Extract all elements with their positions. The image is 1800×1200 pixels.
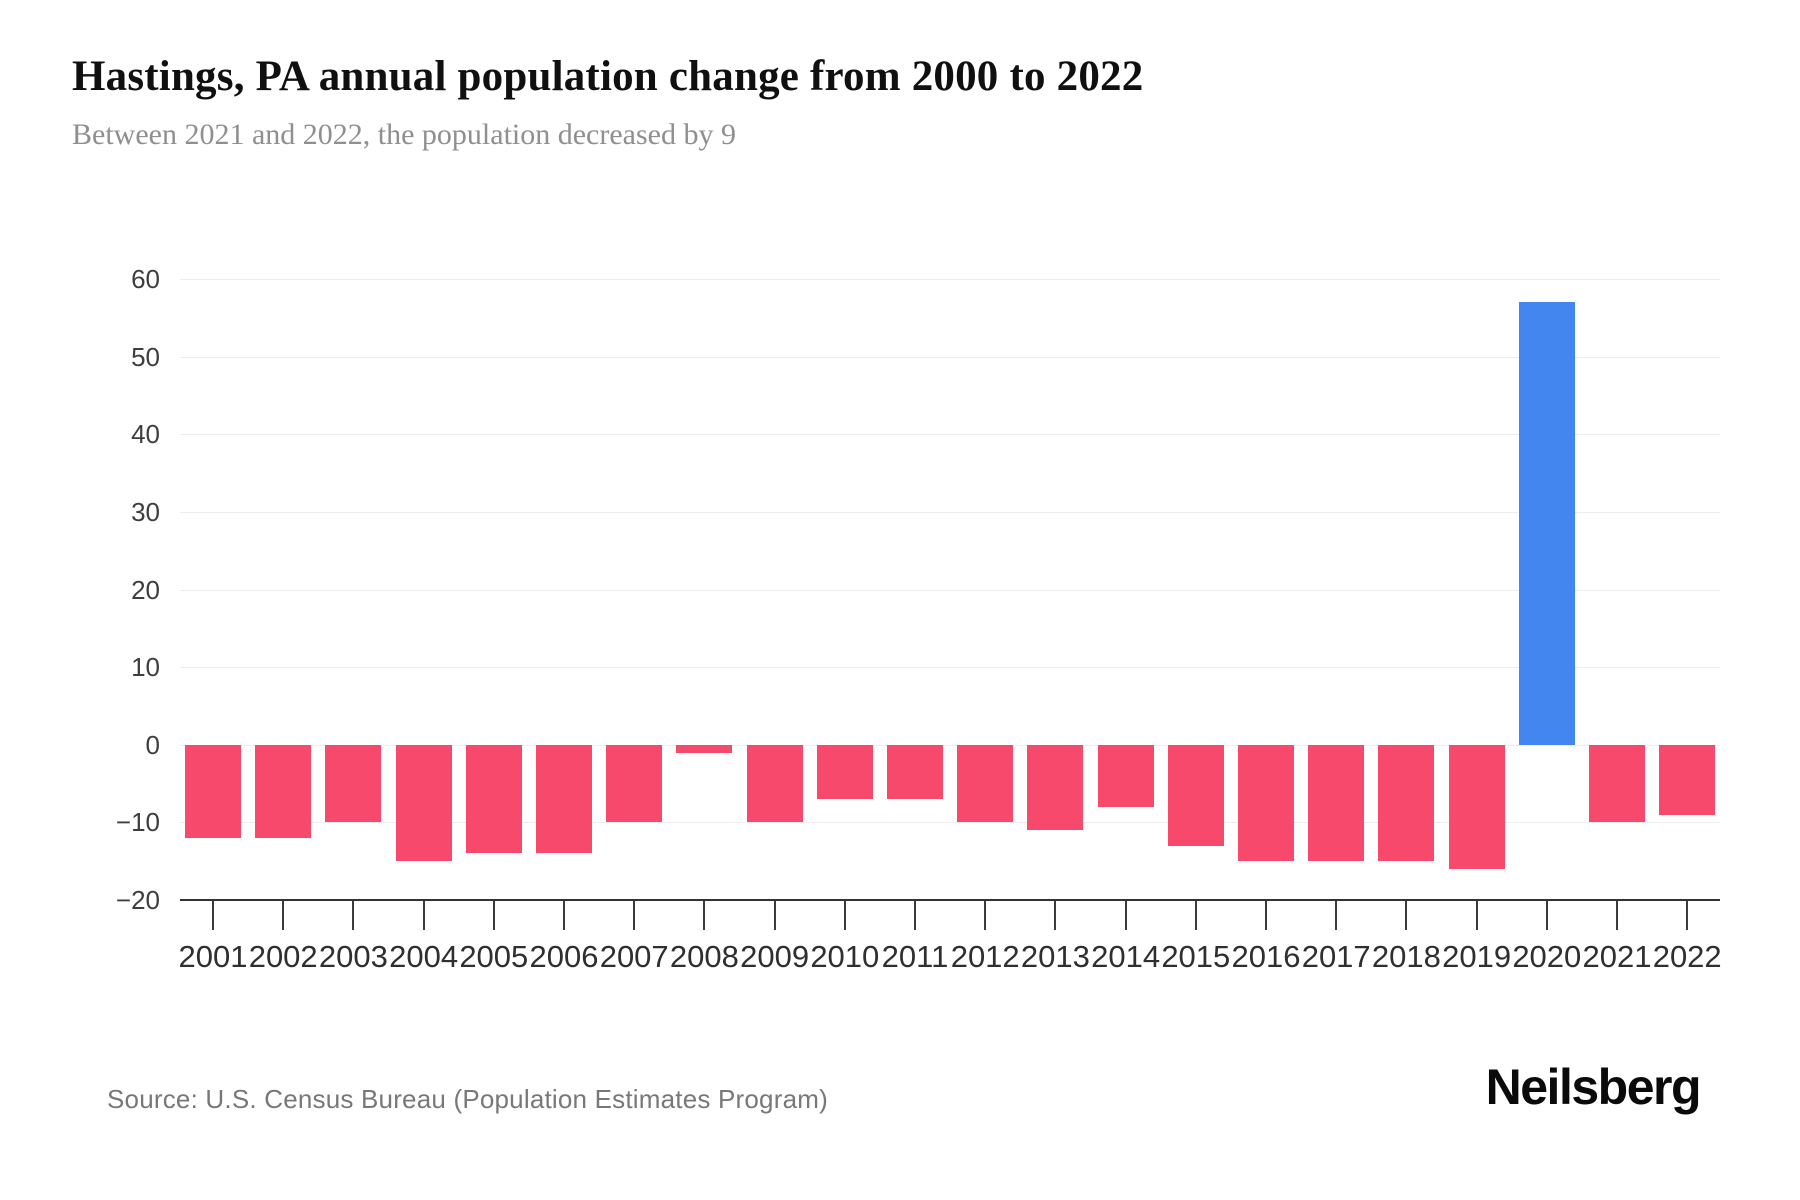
bar-2002[interactable] — [255, 744, 312, 838]
x-axis-tick-2013 — [1054, 901, 1057, 930]
bar-2019[interactable] — [1448, 744, 1505, 869]
bar-2012[interactable] — [957, 744, 1014, 823]
gridline-20 — [180, 589, 1720, 591]
bar-2022[interactable] — [1659, 744, 1716, 815]
y-axis-label-0: 0 — [145, 729, 160, 760]
x-axis-tick-2012 — [984, 901, 987, 930]
x-axis-tick-2009 — [773, 901, 776, 930]
x-axis-label-2011: 2011 — [881, 939, 949, 974]
bar-2001[interactable] — [185, 744, 241, 838]
x-axis-tick-2001 — [212, 901, 214, 930]
y-axis-label--10: −10 — [115, 807, 160, 838]
x-axis-tick-2011 — [914, 901, 916, 930]
bar-2008[interactable] — [676, 744, 733, 753]
bar-2013[interactable] — [1027, 744, 1084, 831]
plot-area: 60 50 40 30 20 10 0 −10 −20 2001 2002 2003 2004 2005 2… — [116, 266, 1722, 974]
bar-2005[interactable] — [465, 744, 522, 854]
x-axis-label-2013: 2013 — [1020, 939, 1090, 974]
x-axis-tick-2020 — [1545, 901, 1548, 930]
x-axis-tick-2010 — [843, 901, 846, 930]
x-axis-tick-2014 — [1124, 901, 1127, 930]
bar-2004[interactable] — [395, 744, 452, 862]
bar-2007[interactable] — [606, 744, 663, 823]
x-axis-tick-2019 — [1475, 901, 1478, 930]
y-axis-label-30: 30 — [131, 496, 160, 527]
x-axis-tick-2007 — [633, 901, 636, 930]
x-axis-tick-2016 — [1265, 901, 1267, 930]
x-axis-label-2020: 2020 — [1512, 939, 1582, 974]
bar-2006[interactable] — [536, 744, 592, 854]
x-axis-label-2001: 2001 — [178, 939, 248, 974]
x-axis-label-2018: 2018 — [1371, 939, 1441, 974]
x-axis-tick-2008 — [703, 901, 706, 930]
source-text: Source: U.S. Census Bureau (Population E… — [107, 1084, 828, 1114]
x-axis-tick-2017 — [1335, 901, 1338, 930]
bar-2015[interactable] — [1167, 744, 1224, 846]
gridline-10 — [180, 667, 1720, 669]
bar-2016[interactable] — [1238, 744, 1294, 862]
x-axis-label-2002: 2002 — [248, 939, 318, 974]
bar-2003[interactable] — [325, 744, 382, 823]
bar-2018[interactable] — [1378, 744, 1435, 862]
x-axis-tick-2004 — [422, 901, 425, 930]
x-axis-label-2012: 2012 — [950, 939, 1020, 974]
x-axis-tick-2002 — [282, 901, 285, 930]
page-title: Hastings, PA annual population change fr… — [72, 53, 1144, 100]
bar-2017[interactable] — [1308, 744, 1365, 862]
bar-2010[interactable] — [816, 744, 873, 800]
x-axis-label-2014: 2014 — [1091, 939, 1161, 974]
x-axis-tick-2005 — [492, 901, 495, 930]
x-axis-tick-2021 — [1616, 901, 1618, 930]
x-axis-label-2004: 2004 — [389, 939, 459, 974]
x-axis-label-2009: 2009 — [740, 939, 810, 974]
gridline-30 — [180, 511, 1720, 513]
x-axis-label-2006: 2006 — [529, 939, 599, 974]
x-axis-tick-2022 — [1686, 901, 1689, 930]
gridline-60 — [180, 279, 1720, 280]
x-axis-line — [180, 899, 1720, 901]
x-axis-label-2003: 2003 — [318, 939, 388, 974]
x-axis-label-2007: 2007 — [599, 939, 669, 974]
gridline-0 — [180, 744, 1720, 746]
bar-2020[interactable] — [1518, 302, 1575, 745]
brand-logo: Neilsberg — [1485, 1059, 1702, 1115]
x-axis-tick-2015 — [1194, 901, 1197, 930]
bar-2011[interactable] — [887, 744, 943, 800]
bar-2014[interactable] — [1097, 744, 1154, 807]
x-axis-label-2017: 2017 — [1301, 939, 1371, 974]
x-axis-label-2005: 2005 — [459, 939, 529, 974]
x-axis-label-2015: 2015 — [1161, 939, 1231, 974]
y-axis-label-40: 40 — [131, 419, 160, 450]
bar-2021[interactable] — [1589, 744, 1645, 823]
x-axis-label-2008: 2008 — [669, 939, 739, 974]
page-subtitle: Between 2021 and 2022, the population de… — [72, 118, 736, 151]
gridline-40 — [180, 434, 1720, 436]
bar-2009[interactable] — [746, 744, 803, 823]
x-axis-label-2010: 2010 — [810, 939, 880, 974]
x-axis-label-2019: 2019 — [1442, 939, 1512, 974]
y-axis-label-60: 60 — [131, 264, 160, 294]
y-axis-label-20: 20 — [131, 574, 160, 605]
y-axis-label-10: 10 — [131, 652, 160, 683]
x-axis-tick-2018 — [1405, 901, 1408, 930]
x-axis-tick-2003 — [352, 901, 355, 930]
x-axis-label-2021: 2021 — [1582, 939, 1652, 974]
x-axis-tick-2006 — [563, 901, 565, 930]
gridline-50 — [180, 356, 1720, 358]
gridline--10 — [180, 822, 1720, 824]
y-axis-label-50: 50 — [131, 341, 160, 372]
x-axis-label-2016: 2016 — [1231, 939, 1301, 974]
x-axis-label-2022: 2022 — [1652, 939, 1722, 974]
y-axis-label--20: −20 — [115, 885, 160, 915]
